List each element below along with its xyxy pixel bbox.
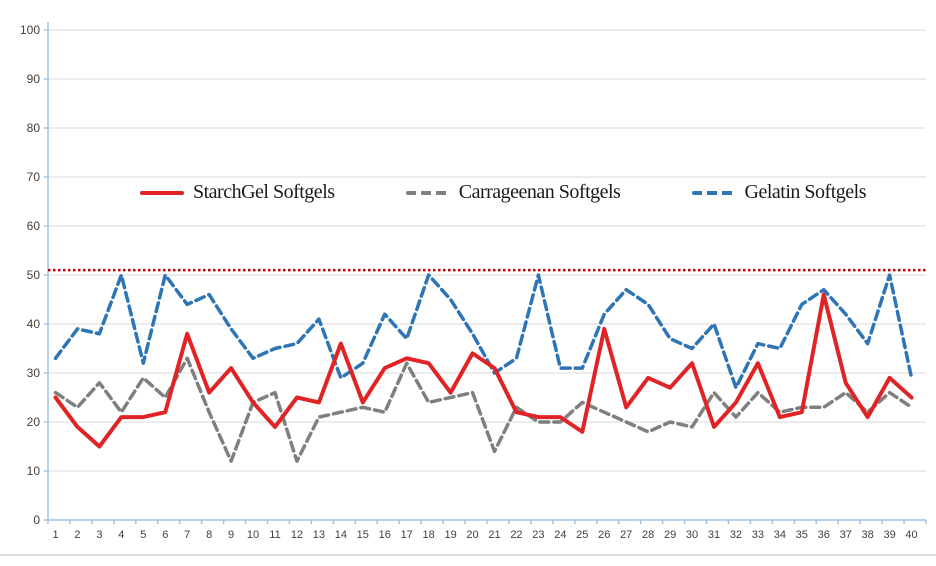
legend: StarchGel Softgels Carrageenan Softgels … [140,181,866,204]
x-tick-label: 29 [664,529,676,541]
x-tick-label: 7 [184,529,190,541]
x-tick-label: 12 [291,529,303,541]
x-tick-label: 24 [554,529,566,541]
x-tick-label: 20 [466,529,478,541]
x-tick-label: 3 [96,529,102,541]
x-tick-label: 18 [423,529,435,541]
series-line-starchgel-softgels [53,292,914,449]
x-tick-label: 4 [118,529,124,541]
x-tick-label: 23 [532,529,544,541]
y-tick-label: 70 [27,170,41,184]
y-tick-label: 0 [33,513,40,527]
carrageenan-line-sample [405,190,450,195]
x-tick-label: 27 [620,529,632,541]
x-tick-label: 32 [730,529,742,541]
x-tick-label: 15 [357,529,369,541]
legend-item-starchgel: StarchGel Softgels [140,181,335,204]
legend-item-gelatin: Gelatin Softgels [691,181,867,204]
x-tick-label: 1 [52,529,58,541]
x-tick-label: 39 [883,529,895,541]
legend-label-gelatin: Gelatin Softgels [744,181,867,203]
x-tick-label: 37 [840,529,852,541]
window-bottom-border [0,554,936,556]
x-tick-label: 38 [862,529,874,541]
x-tick-label: 8 [206,529,212,541]
series-line-gelatin-softgels [53,273,914,390]
y-tick-label: 60 [27,219,41,233]
x-tick-label: 14 [335,529,347,541]
y-tick-label: 90 [27,72,41,86]
x-tick-label: 10 [247,529,259,541]
y-tick-label: 100 [20,23,40,37]
x-tick-label: 2 [74,529,80,541]
x-tick-label: 9 [228,529,234,541]
x-tick-label: 6 [162,529,168,541]
x-tick-label: 5 [140,529,146,541]
x-tick-label: 33 [752,529,764,541]
x-tick-label: 35 [796,529,808,541]
x-tick-label: 21 [488,529,500,541]
legend-item-carrageenan: Carrageenan Softgels [405,181,621,204]
x-tick-label: 26 [598,529,610,541]
x-tick-label: 34 [774,529,786,541]
x-tick-label: 30 [686,529,698,541]
x-tick-label: 22 [510,529,522,541]
x-tick-label: 40 [905,529,917,541]
x-tick-label: 25 [576,529,588,541]
x-tick-label: 36 [818,529,830,541]
y-tick-label: 50 [27,268,41,282]
x-tick-label: 13 [313,529,325,541]
y-tick-label: 10 [27,464,41,478]
x-tick-label: 31 [708,529,720,541]
legend-label-starchgel: StarchGel Softgels [193,181,335,203]
legend-label-carrageenan: Carrageenan Softgels [458,181,621,203]
x-tick-label: 11 [269,529,280,541]
starchgel-line-sample [140,190,184,195]
series-line-carrageenan-softgels [53,356,914,463]
x-tick-label: 16 [379,529,391,541]
y-tick-label: 20 [27,415,41,429]
x-tick-label: 17 [401,529,413,541]
y-tick-label: 80 [27,121,41,135]
y-tick-label: 30 [27,366,41,380]
x-tick-label: 28 [642,529,654,541]
x-tick-label: 19 [444,529,456,541]
gelatin-line-sample [691,190,736,195]
y-tick-label: 40 [27,317,41,331]
